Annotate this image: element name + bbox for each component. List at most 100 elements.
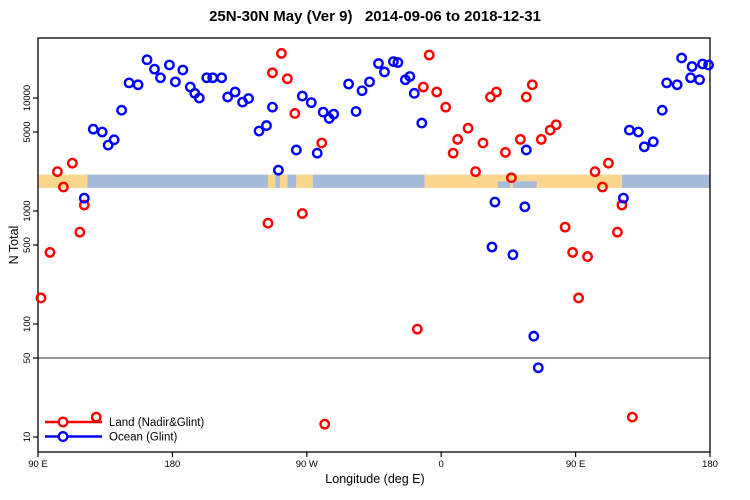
data-point-ocean (96, 126, 108, 138)
data-point-ocean (201, 72, 213, 84)
y-tick-label: 10000 (22, 85, 33, 111)
data-point-ocean (404, 71, 416, 82)
data-point-ocean (373, 58, 384, 69)
data-point-ocean (87, 123, 99, 135)
data-point-land (505, 172, 517, 184)
data-point-land (514, 134, 526, 145)
data-point-ocean (305, 97, 317, 109)
map-strip-ocean-dent (512, 181, 537, 188)
data-point-ocean (661, 77, 673, 89)
data-point-ocean (519, 201, 531, 213)
data-point-land (431, 86, 443, 98)
data-point-land (447, 147, 459, 159)
data-point-ocean (379, 66, 390, 78)
data-point-ocean (364, 76, 375, 88)
data-point-land (550, 119, 562, 131)
data-point-ocean (486, 241, 498, 253)
data-point-land (477, 137, 489, 149)
data-point-ocean (507, 249, 519, 261)
map-strip-land-segment (38, 174, 88, 188)
data-point-ocean (392, 57, 404, 68)
map-strip-ocean-segment (87, 174, 268, 188)
data-point-ocean (108, 134, 120, 146)
data-point-ocean (328, 108, 340, 120)
data-point-land (66, 157, 78, 169)
data-point-ocean (638, 141, 650, 153)
data-point-land (603, 157, 614, 169)
data-point-land (319, 418, 331, 430)
data-point-ocean (343, 78, 355, 90)
data-point-ocean (656, 104, 668, 116)
data-point-land (452, 134, 464, 145)
x-tick-label: 180 (164, 459, 180, 470)
chart-title: 25N-30N May (Ver 9) 2014-09-06 to 2018-1… (209, 8, 541, 25)
data-point-land (423, 49, 435, 61)
data-point-land (462, 122, 474, 134)
data-point-land (262, 217, 274, 229)
data-point-land (44, 247, 56, 258)
data-point-land (544, 124, 556, 136)
data-point-land (52, 166, 63, 178)
data-point-land (289, 108, 301, 119)
x-axis-label: Longitude (deg E) (325, 472, 425, 486)
data-point-ocean (132, 79, 144, 91)
data-point-land (74, 226, 86, 238)
x-tick-label: 90 E (28, 459, 48, 470)
data-point-ocean (356, 85, 368, 97)
data-point-land (500, 147, 511, 158)
map-strip-land-segment (296, 174, 313, 188)
data-point-ocean (617, 192, 629, 204)
y-axis-label: N Total (7, 225, 21, 265)
data-point-ocean (697, 58, 708, 70)
data-point-ocean (273, 164, 284, 176)
data-point-ocean (149, 63, 160, 75)
data-point-ocean (169, 76, 181, 88)
data-point-land (535, 134, 547, 145)
data-point-ocean (116, 104, 128, 116)
x-tick-label: 90 E (566, 459, 586, 470)
x-tick-label: 0 (439, 459, 444, 470)
y-tick-label: 5000 (22, 121, 33, 142)
legend-label: Ocean (Glint) (109, 432, 178, 444)
data-point-land (35, 292, 47, 304)
data-point-land (57, 181, 69, 193)
y-tick-label: 100 (22, 316, 33, 332)
data-point-ocean (123, 77, 135, 89)
data-point-ocean (311, 147, 323, 159)
data-point-land (267, 67, 278, 79)
map-strip-land-segment (279, 174, 288, 188)
data-point-land (470, 166, 481, 178)
data-point-ocean (253, 125, 265, 137)
data-point-land (589, 166, 601, 178)
x-tick-label: 180 (702, 459, 718, 470)
y-tick-label: 500 (22, 237, 33, 253)
data-point-ocean (222, 91, 234, 103)
y-tick-label: 1000 (22, 200, 33, 221)
data-point-ocean (532, 362, 544, 374)
data-point-ocean (216, 72, 228, 84)
y-tick-label: 50 (22, 353, 33, 364)
plot-border (37, 37, 711, 453)
data-point-ocean (647, 136, 659, 148)
data-point-ocean (296, 90, 308, 102)
data-point-land (567, 247, 579, 258)
data-point-ocean (350, 106, 362, 117)
data-point-ocean (388, 56, 399, 67)
data-point-ocean (290, 144, 302, 156)
y-tick-label: 10 (22, 432, 33, 443)
data-point-land (281, 73, 293, 85)
map-strip-ocean-segment (287, 174, 297, 188)
map-strip-ocean-segment (312, 174, 425, 188)
data-point-ocean (102, 139, 114, 151)
data-point-ocean (164, 59, 175, 71)
data-point-land (491, 86, 502, 98)
data-point-land (612, 226, 623, 238)
data-point-land (417, 81, 429, 93)
map-strip-ocean-segment (275, 174, 280, 188)
data-point-ocean (520, 144, 532, 156)
map-strip-ocean-segment (621, 174, 710, 188)
data-point-land (316, 137, 328, 149)
data-point-land (559, 221, 571, 233)
legend-marker (57, 431, 69, 442)
data-point-land (573, 292, 584, 304)
